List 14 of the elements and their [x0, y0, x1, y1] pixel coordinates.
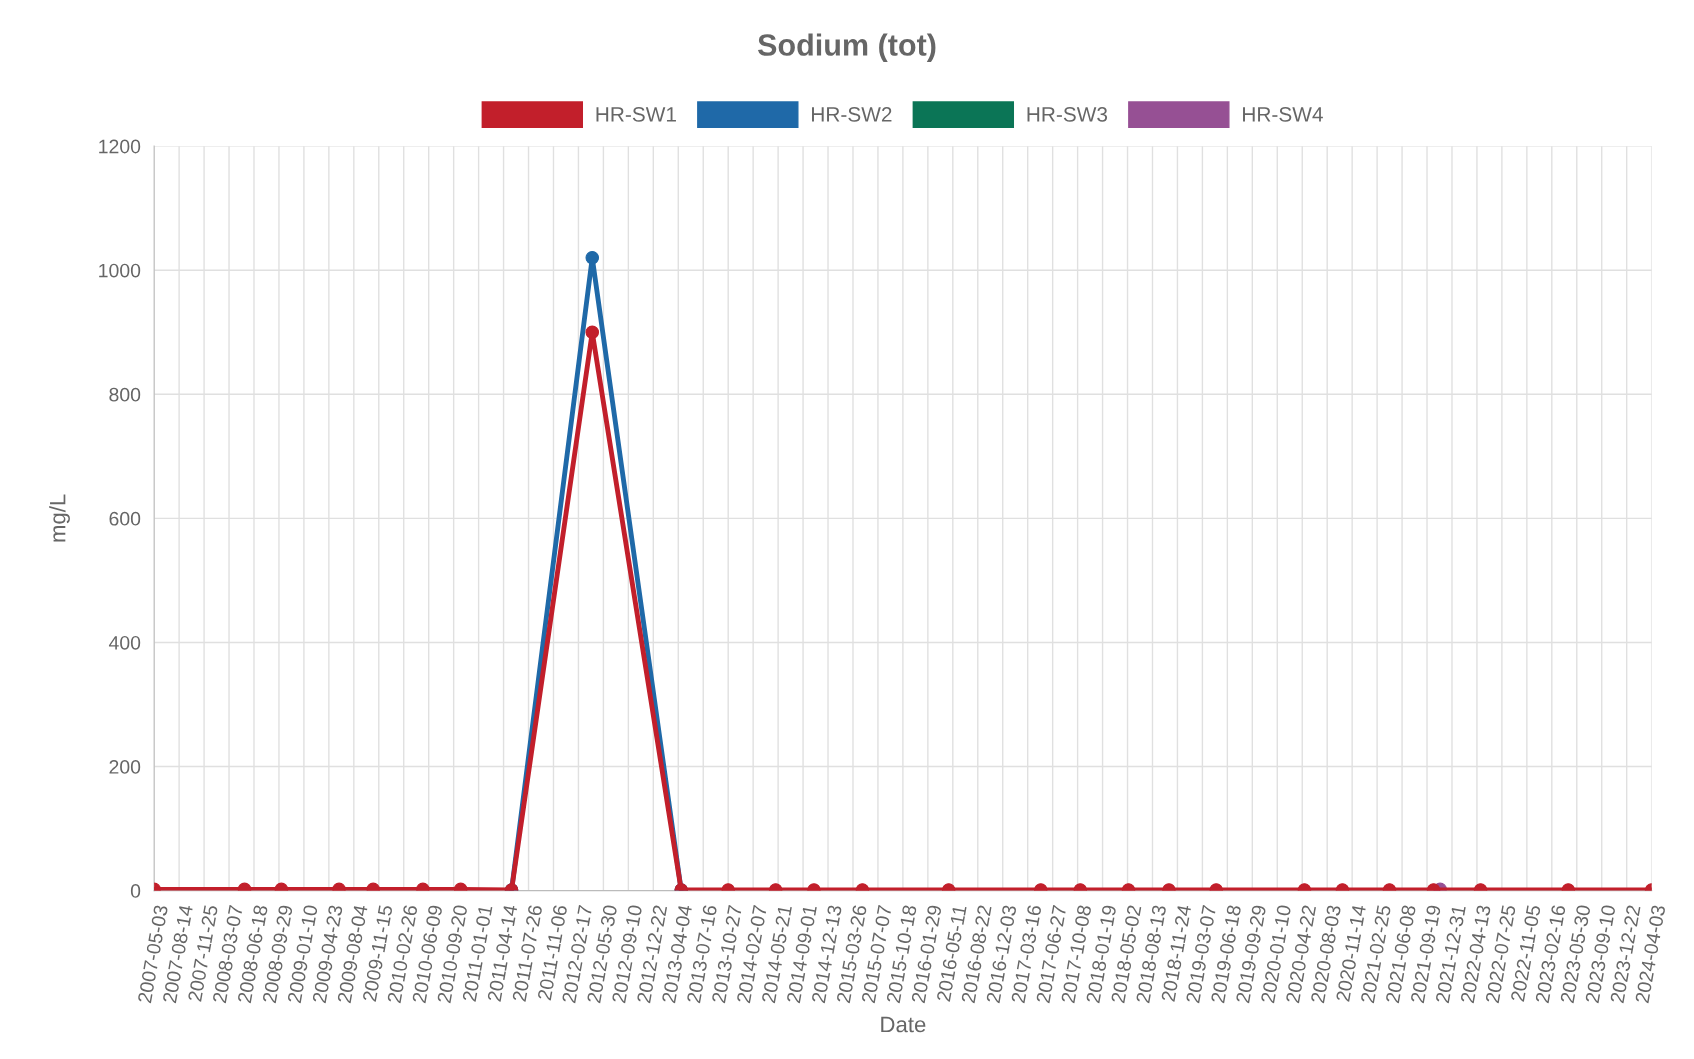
y-tick-label: 600: [109, 511, 141, 526]
y-tick-label: 1200: [99, 139, 141, 154]
x-axis-title: Date: [881, 1016, 926, 1033]
chart-title: Sodium (tot): [757, 33, 936, 62]
y-axis-title: mg/L: [49, 494, 70, 542]
y-tick-label: 1000: [99, 263, 141, 278]
y-tick-label: 800: [109, 387, 141, 402]
legend-label: HR-SW1: [596, 107, 676, 122]
legend-label: HR-SW3: [1027, 107, 1108, 122]
y-tick-label: 0: [130, 884, 141, 898]
y-tick-label: 400: [108, 635, 141, 650]
y-tick-label: 200: [109, 760, 141, 774]
legend-label: HR-SW4: [1243, 107, 1323, 122]
legend-label: HR-SW2: [812, 107, 892, 122]
